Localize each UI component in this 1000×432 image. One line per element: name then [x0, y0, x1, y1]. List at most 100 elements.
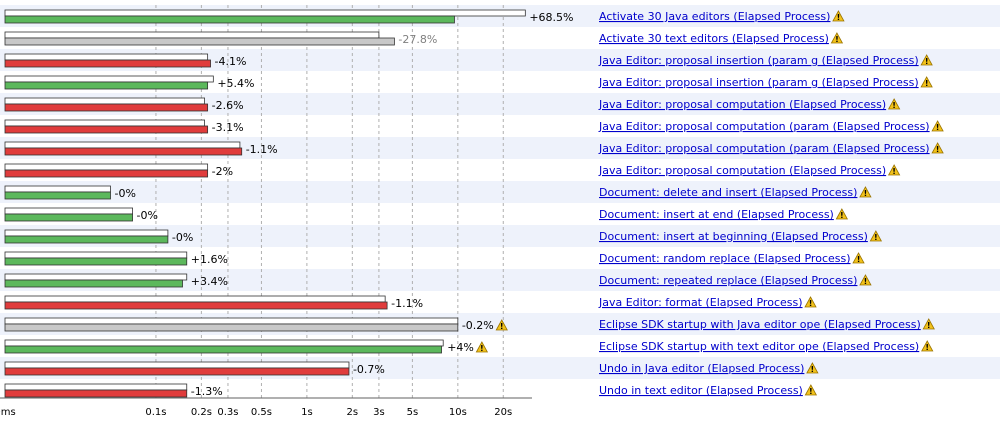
current-bar	[4, 15, 455, 24]
test-name-link[interactable]: Document: random replace (Elapsed Proces…	[599, 252, 851, 265]
warning-icon: !	[922, 318, 935, 330]
warning-icon: !	[806, 362, 819, 374]
test-name-link[interactable]: Activate 30 Java editors (Elapsed Proces…	[599, 10, 830, 23]
warning-icon-mark: !	[864, 277, 868, 286]
x-tick-label: 0.1s	[145, 407, 166, 418]
delta-label: -0.2%	[462, 319, 494, 332]
warning-icon: !	[931, 120, 944, 132]
row-bars	[4, 185, 111, 200]
baseline-bar	[4, 141, 241, 149]
warning-icon-mark: !	[500, 322, 504, 331]
warning-icon-triangle	[921, 340, 934, 352]
baseline-bar	[4, 163, 209, 171]
row-bars	[4, 97, 209, 112]
warning-icon-mark: !	[925, 57, 929, 66]
baseline-bar	[4, 75, 214, 83]
warning-icon: !	[887, 164, 901, 176]
baseline-bar	[4, 207, 133, 215]
current-bar	[4, 37, 395, 46]
delta-label: -1.1%	[391, 297, 423, 310]
delta-label: +3.4%	[191, 275, 228, 288]
current-bar	[4, 235, 169, 244]
current-bar	[4, 279, 183, 288]
row-bars	[4, 251, 188, 266]
warning-icon: !	[920, 54, 933, 66]
baseline-bar	[4, 273, 188, 281]
row-bars	[4, 207, 133, 222]
warning-icon-mark: !	[892, 167, 896, 176]
warning-icon-triangle	[859, 274, 872, 286]
delta-label: -0%	[172, 231, 193, 244]
test-name-link[interactable]: Java Editor: format (Elapsed Process)	[598, 296, 803, 309]
current-bar	[4, 213, 133, 222]
test-name-link[interactable]: Java Editor: proposal computation (param…	[598, 120, 930, 133]
delta-label: -3.1%	[212, 121, 244, 134]
test-name-link[interactable]: Eclipse SDK startup with text editor ope…	[599, 340, 919, 353]
bars	[4, 9, 526, 398]
test-name-link[interactable]: Java Editor: proposal insertion (param g…	[598, 54, 919, 67]
warning-icon-mark: !	[857, 255, 861, 264]
test-name-link[interactable]: Java Editor: proposal insertion (param g…	[598, 76, 919, 89]
delta-label: +4%	[447, 341, 474, 354]
warning-icon-mark: !	[925, 343, 929, 352]
warning-icon: !	[859, 186, 872, 198]
warning-icon-mark: !	[811, 365, 815, 374]
row-bars	[4, 295, 388, 310]
delta-label: -1.3%	[191, 385, 223, 398]
warning-icon-mark: !	[835, 35, 839, 44]
x-tick-label: 2s	[347, 407, 359, 418]
delta-label: +1.6%	[191, 253, 228, 266]
x-tick-label: 0ms	[0, 407, 16, 418]
delta-label: -0%	[115, 187, 136, 200]
test-name-link[interactable]: Java Editor: proposal computation (Elaps…	[598, 98, 886, 111]
warning-icon: !	[495, 319, 508, 331]
current-bar	[4, 345, 442, 354]
warning-icon: !	[859, 274, 872, 286]
warning-icon: !	[475, 341, 489, 353]
row-background	[0, 225, 1000, 247]
test-name-link[interactable]: Document: repeated replace (Elapsed Proc…	[599, 274, 857, 287]
warning-icon-triangle	[804, 384, 818, 396]
warning-icon-triangle	[920, 76, 933, 88]
baseline-bar	[4, 229, 169, 237]
baseline-bar	[4, 185, 111, 193]
test-name-link[interactable]: Document: insert at beginning (Elapsed P…	[599, 230, 868, 243]
warning-icon-mark: !	[925, 79, 929, 88]
warning-icon-mark: !	[864, 189, 868, 198]
test-name-link[interactable]: Activate 30 text editors (Elapsed Proces…	[599, 32, 829, 45]
warning-icon: !	[835, 208, 849, 220]
warning-icon: !	[832, 10, 845, 22]
warning-icon-triangle	[832, 10, 845, 22]
test-name-link[interactable]: Java Editor: proposal computation (param…	[598, 142, 930, 155]
labels: +68.5% Activate 30 Java editors (Elapsed …	[115, 10, 944, 398]
test-name-link[interactable]: Undo in text editor (Elapsed Process)	[599, 384, 803, 397]
x-tick-label: 0.2s	[191, 407, 212, 418]
warning-icon: !	[921, 340, 934, 352]
warning-icon-triangle	[830, 32, 844, 44]
test-name-link[interactable]: Document: insert at end (Elapsed Process…	[599, 208, 834, 221]
current-bar	[4, 367, 350, 376]
test-name-link[interactable]: Eclipse SDK startup with Java editor ope…	[599, 318, 921, 331]
warning-icon-mark: !	[936, 123, 940, 132]
warning-icon-triangle	[887, 98, 901, 110]
warning-icon-mark: !	[840, 211, 844, 220]
warning-icon-triangle	[852, 252, 865, 264]
current-bar	[4, 389, 188, 398]
test-name-link[interactable]: Document: delete and insert (Elapsed Pro…	[599, 186, 857, 199]
delta-label: -2.6%	[212, 99, 244, 112]
test-name-link[interactable]: Java Editor: proposal computation (Elaps…	[598, 164, 886, 177]
warning-icon-mark: !	[936, 145, 940, 154]
x-tick-label: 20s	[494, 407, 512, 418]
baseline-bar	[4, 31, 380, 39]
baseline-bar	[4, 97, 205, 105]
warning-icon-triangle	[859, 186, 872, 198]
warning-icon-mark: !	[874, 233, 878, 242]
current-bar	[4, 191, 111, 200]
test-name-link[interactable]: Undo in Java editor (Elapsed Process)	[599, 362, 804, 375]
current-bar	[4, 257, 188, 266]
current-bar	[4, 147, 243, 156]
row-bars	[4, 163, 209, 178]
row-bars	[4, 361, 350, 376]
warning-icon-triangle	[931, 142, 944, 154]
